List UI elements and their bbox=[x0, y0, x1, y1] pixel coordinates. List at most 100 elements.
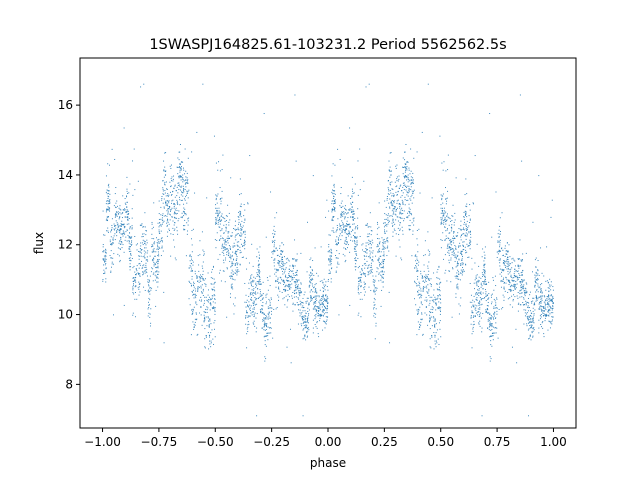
data-point bbox=[413, 217, 415, 219]
data-point bbox=[143, 286, 145, 288]
data-point bbox=[530, 317, 532, 319]
data-point bbox=[391, 204, 393, 206]
data-point bbox=[262, 297, 264, 299]
data-point bbox=[535, 296, 537, 298]
data-point bbox=[368, 264, 370, 266]
data-point bbox=[225, 257, 227, 259]
data-point bbox=[250, 275, 252, 277]
data-point bbox=[267, 332, 269, 334]
data-point bbox=[408, 191, 410, 193]
data-point bbox=[264, 360, 266, 362]
data-point bbox=[507, 256, 509, 258]
data-point bbox=[498, 308, 500, 310]
data-point bbox=[420, 288, 422, 290]
data-point bbox=[466, 220, 468, 222]
data-point bbox=[446, 280, 448, 282]
data-point bbox=[336, 224, 338, 226]
data-point bbox=[307, 335, 309, 337]
data-point bbox=[344, 255, 346, 257]
data-point bbox=[277, 254, 279, 256]
data-point bbox=[354, 237, 356, 239]
data-point bbox=[531, 324, 533, 326]
data-point bbox=[108, 200, 110, 202]
data-point bbox=[307, 310, 309, 312]
data-point bbox=[421, 319, 423, 321]
data-point bbox=[308, 302, 310, 304]
data-point bbox=[418, 284, 420, 286]
data-point bbox=[415, 304, 417, 306]
data-point bbox=[131, 240, 133, 242]
data-point bbox=[379, 243, 381, 245]
data-point bbox=[541, 310, 543, 312]
data-point bbox=[227, 238, 229, 240]
data-point bbox=[528, 338, 530, 340]
data-point bbox=[267, 339, 269, 341]
data-point bbox=[112, 239, 114, 241]
data-point bbox=[247, 316, 249, 318]
data-point bbox=[331, 175, 333, 177]
data-point bbox=[227, 240, 229, 242]
data-point bbox=[173, 175, 175, 177]
data-point bbox=[545, 289, 547, 291]
data-point bbox=[300, 313, 302, 315]
data-point bbox=[412, 218, 414, 220]
data-point bbox=[291, 295, 293, 297]
data-point bbox=[366, 224, 368, 226]
data-point bbox=[506, 253, 508, 255]
data-point bbox=[331, 219, 333, 221]
data-point bbox=[413, 220, 415, 222]
data-point bbox=[260, 291, 262, 293]
data-point bbox=[153, 272, 155, 274]
data-point bbox=[263, 325, 265, 327]
data-point bbox=[190, 283, 192, 285]
data-point bbox=[228, 254, 230, 256]
data-point bbox=[283, 272, 285, 274]
data-point bbox=[510, 290, 512, 292]
data-point bbox=[260, 311, 262, 313]
data-point bbox=[327, 251, 329, 253]
data-point bbox=[235, 234, 237, 236]
data-point bbox=[314, 300, 316, 302]
data-point bbox=[253, 303, 255, 305]
data-point bbox=[302, 415, 304, 417]
data-point bbox=[535, 271, 537, 273]
data-point bbox=[302, 307, 304, 309]
data-point bbox=[297, 284, 299, 286]
data-point bbox=[352, 192, 354, 194]
data-point bbox=[263, 312, 265, 314]
data-point bbox=[197, 287, 199, 289]
data-point bbox=[258, 270, 260, 272]
data-point bbox=[256, 297, 258, 299]
data-point bbox=[532, 221, 534, 223]
data-point bbox=[180, 175, 182, 177]
data-point bbox=[309, 266, 311, 268]
data-point bbox=[177, 166, 179, 168]
data-point bbox=[225, 228, 227, 230]
data-point bbox=[254, 292, 256, 294]
data-point bbox=[499, 259, 501, 261]
data-point bbox=[383, 241, 385, 243]
data-point bbox=[332, 219, 334, 221]
data-point bbox=[214, 309, 216, 311]
data-point bbox=[269, 275, 271, 277]
data-point bbox=[213, 283, 215, 285]
data-point bbox=[120, 238, 122, 240]
data-point bbox=[491, 326, 493, 328]
data-point bbox=[278, 262, 280, 264]
data-point bbox=[332, 216, 334, 218]
data-point bbox=[310, 272, 312, 274]
data-point bbox=[368, 256, 370, 258]
data-point bbox=[410, 199, 412, 201]
data-point bbox=[327, 307, 329, 309]
data-point bbox=[523, 288, 525, 290]
data-point bbox=[265, 345, 267, 347]
data-point bbox=[486, 307, 488, 309]
data-point bbox=[424, 254, 426, 256]
data-point bbox=[361, 268, 363, 270]
data-point bbox=[405, 189, 407, 191]
data-point bbox=[331, 267, 333, 269]
data-point bbox=[111, 224, 113, 226]
data-point bbox=[491, 335, 493, 337]
data-point bbox=[367, 242, 369, 244]
data-point bbox=[357, 286, 359, 288]
